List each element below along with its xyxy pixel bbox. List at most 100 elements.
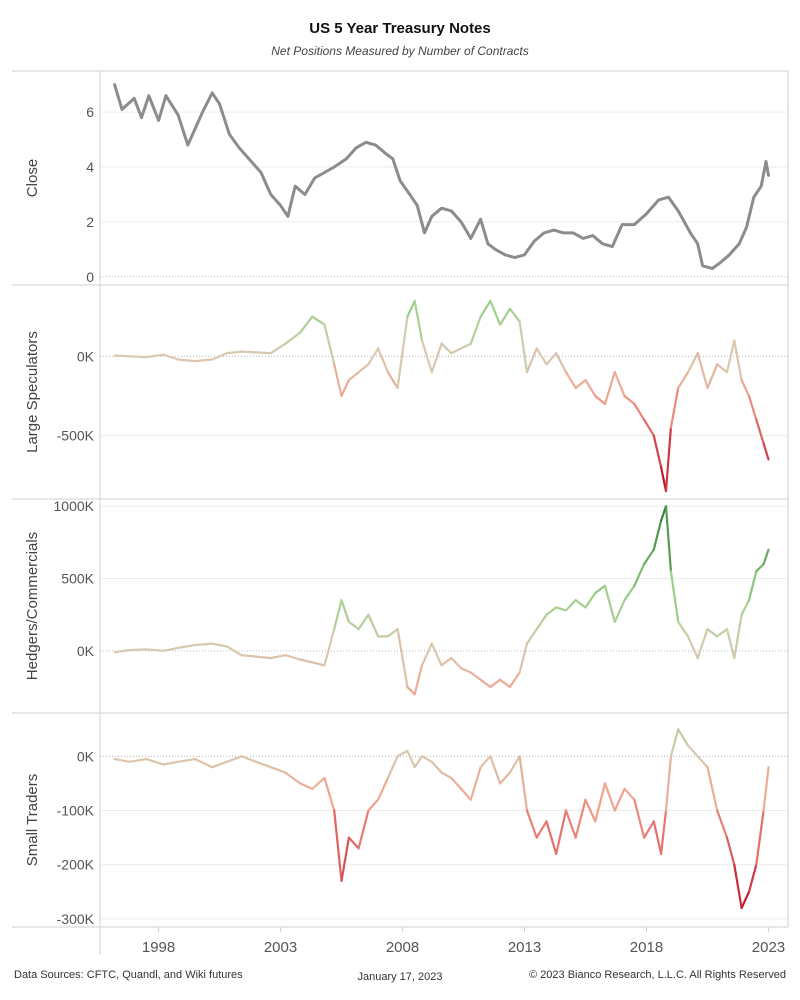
series-segment bbox=[333, 363, 343, 398]
series-segment bbox=[367, 798, 380, 812]
series-segment bbox=[323, 776, 336, 812]
series-segment bbox=[145, 353, 165, 359]
series-segment bbox=[508, 755, 521, 774]
series-segment bbox=[603, 782, 616, 812]
y-axis-label: Close bbox=[24, 159, 41, 197]
series-segment bbox=[725, 627, 736, 660]
series-segment bbox=[706, 766, 719, 812]
series-segment bbox=[489, 299, 502, 326]
series-segment bbox=[652, 434, 663, 469]
series-segment bbox=[340, 379, 350, 398]
series-segment bbox=[613, 371, 626, 398]
series-segment bbox=[211, 642, 228, 648]
x-tick-label: 2018 bbox=[630, 939, 663, 956]
series-segment bbox=[225, 350, 243, 355]
series-segment bbox=[603, 371, 616, 405]
series-segment bbox=[518, 755, 529, 812]
series-segment bbox=[747, 394, 758, 421]
series-segment bbox=[659, 466, 668, 493]
series-segment bbox=[357, 809, 370, 850]
series-segment bbox=[499, 678, 511, 689]
series-segment bbox=[564, 371, 577, 390]
series-segment bbox=[177, 358, 197, 363]
series-segment bbox=[211, 352, 228, 361]
series-segment bbox=[413, 755, 424, 769]
series-segment bbox=[677, 371, 690, 390]
series-segment bbox=[269, 654, 287, 660]
series-segment bbox=[420, 642, 433, 667]
series-segment bbox=[479, 755, 492, 769]
series-segment bbox=[128, 355, 148, 359]
y-tick-label: 500K bbox=[61, 571, 94, 587]
series-segment bbox=[311, 776, 326, 790]
series-segment bbox=[508, 671, 521, 689]
series-segment bbox=[450, 776, 463, 790]
series-segment bbox=[177, 643, 197, 650]
x-tick-label: 2008 bbox=[386, 939, 419, 956]
series-segment bbox=[623, 394, 636, 405]
series-segment bbox=[669, 386, 680, 429]
series-segment bbox=[194, 358, 214, 363]
series-segment bbox=[347, 836, 360, 850]
series-segment bbox=[755, 562, 765, 573]
series-segment bbox=[564, 809, 577, 839]
series-segment bbox=[299, 315, 314, 334]
series-segment bbox=[545, 606, 558, 616]
series-segment bbox=[574, 599, 587, 609]
y-tick-label: 1000K bbox=[54, 498, 95, 514]
x-tick-label: 2003 bbox=[264, 939, 297, 956]
footer-copyright: © 2023 Bianco Research, L.L.C. All Right… bbox=[529, 969, 786, 981]
series-segment bbox=[525, 347, 538, 374]
series-segment bbox=[440, 342, 453, 355]
y-tick-label: -500K bbox=[57, 428, 95, 444]
series-segment bbox=[642, 548, 655, 566]
series-segment bbox=[396, 315, 409, 390]
series-segment bbox=[594, 584, 607, 595]
series-segment bbox=[499, 771, 511, 785]
y-tick-label: -200K bbox=[57, 857, 95, 873]
series-segment bbox=[113, 354, 131, 358]
series-segment bbox=[450, 347, 463, 355]
y-tick-label: -300K bbox=[57, 911, 95, 927]
series-segment bbox=[396, 749, 409, 758]
series-segment bbox=[430, 342, 443, 374]
x-tick-label: 2013 bbox=[508, 939, 541, 956]
series-segment bbox=[584, 798, 597, 823]
series-segment bbox=[113, 648, 131, 654]
y-tick-label: 0 bbox=[86, 269, 94, 285]
chart-subtitle: Net Positions Measured by Number of Cont… bbox=[271, 44, 529, 58]
series-segment bbox=[479, 678, 492, 689]
series-segment bbox=[311, 315, 326, 326]
series-segment bbox=[413, 664, 424, 696]
series-segment bbox=[225, 645, 243, 657]
series-segment bbox=[725, 339, 736, 374]
series-segment bbox=[518, 320, 529, 374]
footer-sources: Data Sources: CFTC, Quandl, and Wiki fut… bbox=[14, 969, 243, 981]
chart-title: US 5 Year Treasury Notes bbox=[309, 20, 491, 37]
x-tick-label: 2023 bbox=[752, 939, 785, 956]
series-segment bbox=[716, 363, 729, 374]
series-segment bbox=[460, 667, 472, 674]
series-segment bbox=[740, 890, 751, 910]
series-segment bbox=[642, 820, 655, 839]
y-axis-label: Hedgers/Commercials bbox=[24, 532, 41, 680]
series-segment bbox=[664, 426, 673, 493]
series-segment bbox=[162, 646, 180, 652]
series-segment bbox=[535, 613, 548, 631]
series-segment bbox=[535, 820, 548, 839]
series-segment bbox=[755, 809, 765, 866]
series-segment bbox=[716, 627, 729, 638]
y-tick-label: -100K bbox=[57, 803, 95, 819]
series-segment bbox=[128, 757, 148, 763]
series-segment bbox=[733, 613, 743, 660]
series-segment bbox=[469, 315, 482, 345]
series-segment bbox=[240, 654, 258, 658]
series-segment bbox=[323, 627, 336, 667]
series-segment bbox=[145, 757, 165, 766]
series-segment bbox=[652, 820, 663, 856]
series-segment bbox=[508, 307, 521, 323]
series-segment bbox=[633, 562, 646, 587]
series-segment bbox=[284, 771, 302, 785]
series-segment bbox=[740, 599, 751, 616]
series-segment bbox=[479, 299, 492, 318]
